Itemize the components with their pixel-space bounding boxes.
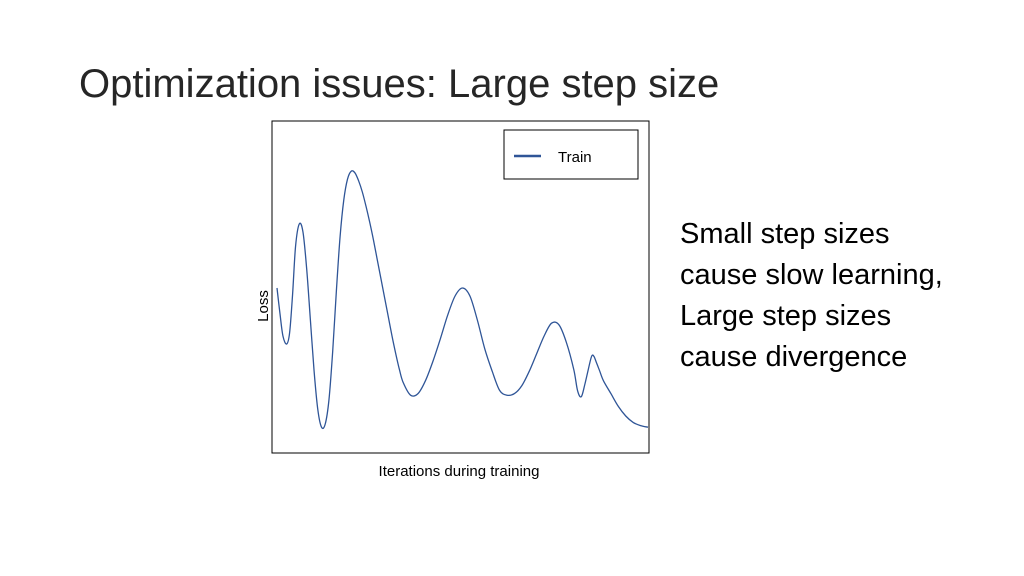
side-note: Small step sizes cause slow learning, La… [680, 214, 1010, 378]
loss-chart: Loss Iterations during training Train [248, 112, 668, 492]
legend: Train [503, 129, 639, 180]
series-line-train [276, 170, 649, 430]
side-note-line: Large step sizes [680, 300, 892, 332]
slide-title: Optimization issues: Large step size [79, 62, 720, 106]
chart-svg: Loss Iterations during training Train [255, 120, 650, 480]
legend-label-train: Train [558, 149, 592, 166]
side-note-line: Small step sizes [680, 218, 890, 250]
y-axis-label: Loss [255, 290, 272, 322]
series-layer [276, 170, 649, 430]
legend-box [503, 129, 639, 180]
x-axis-label: Iterations during training [379, 463, 540, 480]
side-note-line: cause slow learning, [680, 259, 943, 291]
side-note-line: cause divergence [680, 341, 908, 373]
